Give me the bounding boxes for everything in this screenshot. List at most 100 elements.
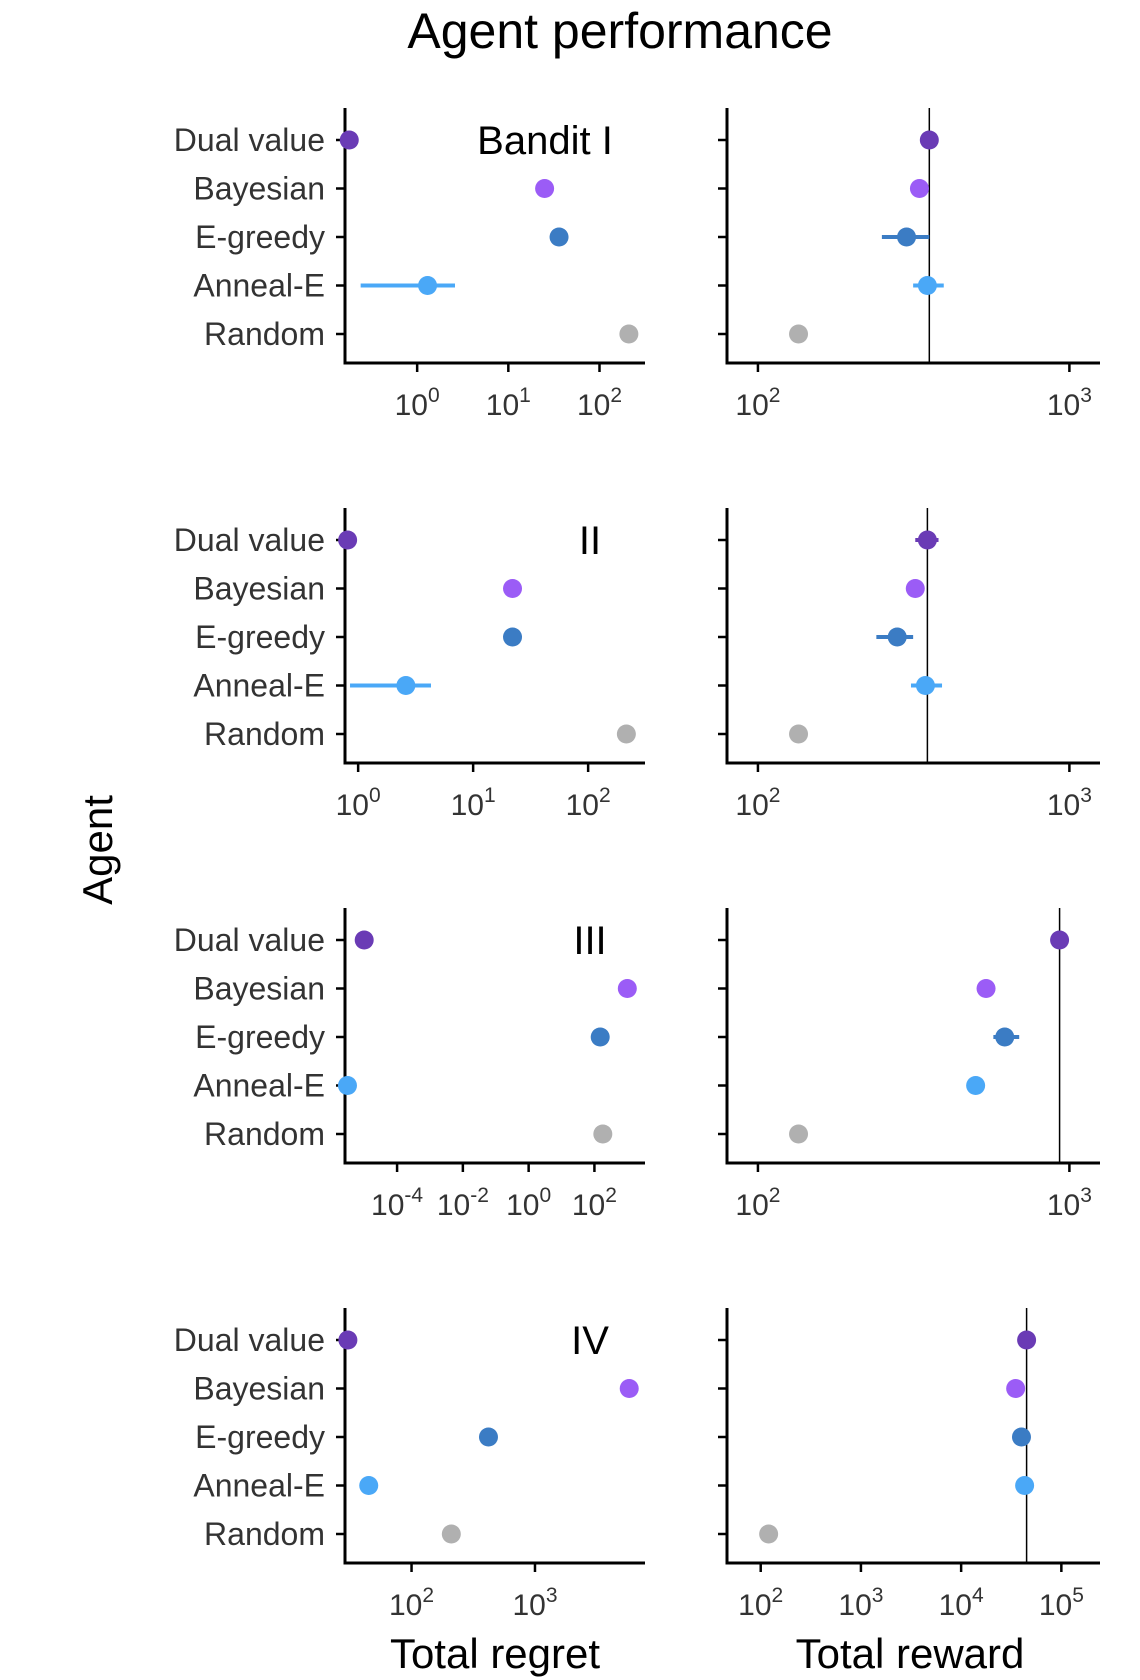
agent-label: Bayesian (193, 571, 325, 607)
x-tick-label: 100 (336, 784, 381, 822)
x-tick-label: 10-2 (437, 1184, 489, 1222)
x-tick-label: 102 (577, 384, 622, 422)
data-point (1006, 1379, 1026, 1398)
data-point (337, 1076, 357, 1095)
data-point (590, 1027, 610, 1047)
x-tick-label: 102 (566, 784, 611, 822)
data-point (338, 1330, 358, 1350)
data-point (593, 1124, 613, 1144)
x-axis-title-reward: Total reward (796, 1630, 1025, 1677)
bandit-label: IV (571, 1319, 609, 1363)
data-point (789, 324, 809, 344)
data-point (619, 1379, 639, 1398)
data-point (887, 627, 907, 647)
data-point (759, 1524, 779, 1544)
data-point (503, 627, 523, 647)
panel-row-3: Dual value Bayesian E-greedy Anneal-E Random… (174, 908, 1100, 1222)
data-point (976, 979, 996, 998)
chart-title: Agent performance (407, 3, 832, 59)
agent-label: Anneal-E (193, 668, 325, 704)
subplot-reward: 102 103 (718, 908, 1100, 1222)
x-tick-label: 102 (735, 784, 780, 822)
agent-label: Random (204, 1116, 325, 1152)
agent-label: Random (204, 1516, 325, 1552)
x-tick-label: 105 (1039, 1584, 1084, 1622)
data-point (789, 1124, 809, 1144)
agent-label: Random (204, 316, 325, 352)
agent-label: Random (204, 716, 325, 752)
panel-row-4: Dual value Bayesian E-greedy Anneal-E Random… (174, 1308, 1100, 1622)
data-point (616, 724, 636, 744)
axis-lines (725, 1308, 1100, 1565)
x-axis-title-regret: Total regret (390, 1630, 600, 1677)
data-point (1050, 930, 1070, 950)
data-point (917, 276, 937, 295)
x-tick-label: 102 (389, 1584, 434, 1622)
bandit-label: Bandit I (477, 119, 613, 163)
x-tick-label: 102 (735, 1184, 780, 1222)
agent-label: Dual value (174, 1322, 325, 1358)
data-point (338, 530, 358, 550)
data-point (535, 179, 555, 198)
agent-label: Dual value (174, 922, 325, 958)
data-point (354, 930, 374, 950)
x-tick-label: 103 (1047, 784, 1092, 822)
x-tick-label: 103 (512, 1584, 557, 1622)
axis-lines (343, 508, 645, 765)
data-point (549, 227, 569, 247)
x-tick-label: 101 (486, 384, 531, 422)
agent-label: Bayesian (193, 1371, 325, 1407)
subplot-regret: 10-4 10-2 100 102 (336, 908, 645, 1222)
data-point (441, 1524, 461, 1544)
x-tick-label: 102 (735, 384, 780, 422)
axis-lines (343, 908, 645, 1165)
panel-row-2: Dual value Bayesian E-greedy Anneal-E Random… (174, 508, 1100, 822)
bandit-label: II (579, 519, 601, 563)
axis-lines (725, 908, 1100, 1165)
agent-label: E-greedy (195, 219, 325, 255)
x-tick-label: 104 (939, 1584, 984, 1622)
subplot-reward: 102 103 (718, 508, 1100, 822)
x-tick-label: 100 (395, 384, 440, 422)
data-point (905, 579, 925, 598)
agent-label: Anneal-E (193, 1068, 325, 1104)
agent-label: E-greedy (195, 619, 325, 655)
data-point (789, 724, 809, 744)
x-tick-label: 103 (1047, 1184, 1092, 1222)
agent-label: Bayesian (193, 971, 325, 1007)
data-point (1015, 1476, 1035, 1495)
x-tick-label: 10-4 (371, 1184, 423, 1222)
data-point (418, 276, 438, 295)
data-point (478, 1427, 498, 1447)
axis-lines (725, 508, 1100, 765)
data-point (897, 227, 917, 247)
x-tick-label: 103 (838, 1584, 883, 1622)
data-point (915, 676, 935, 695)
panel-row-1: Dual value Bayesian E-greedy Anneal-E Random… (174, 108, 1100, 422)
data-point (339, 130, 359, 150)
data-point (503, 579, 523, 598)
agent-label: Bayesian (193, 171, 325, 207)
panels-group: Dual value Bayesian E-greedy Anneal-E Random… (174, 108, 1100, 1622)
y-axis-title: Agent (74, 795, 121, 905)
agent-label: Dual value (174, 522, 325, 558)
agent-label: Anneal-E (193, 268, 325, 304)
data-point (617, 979, 637, 998)
axis-lines (343, 108, 645, 365)
agent-label: Dual value (174, 122, 325, 158)
x-tick-label: 100 (506, 1184, 551, 1222)
data-point (619, 324, 639, 344)
data-point (917, 530, 937, 550)
subplot-reward: 102 103 (718, 108, 1100, 422)
x-tick-label: 101 (451, 784, 496, 822)
x-tick-label: 103 (1047, 384, 1092, 422)
bandit-label: III (573, 919, 606, 963)
subplot-regret: 100 101 102 (336, 108, 645, 422)
axis-lines (343, 1308, 645, 1565)
data-point (1017, 1330, 1037, 1350)
data-point (966, 1076, 986, 1095)
agent-label: E-greedy (195, 1419, 325, 1455)
data-point (919, 130, 939, 150)
subplot-reward: 102 103 104 105 (718, 1308, 1100, 1622)
